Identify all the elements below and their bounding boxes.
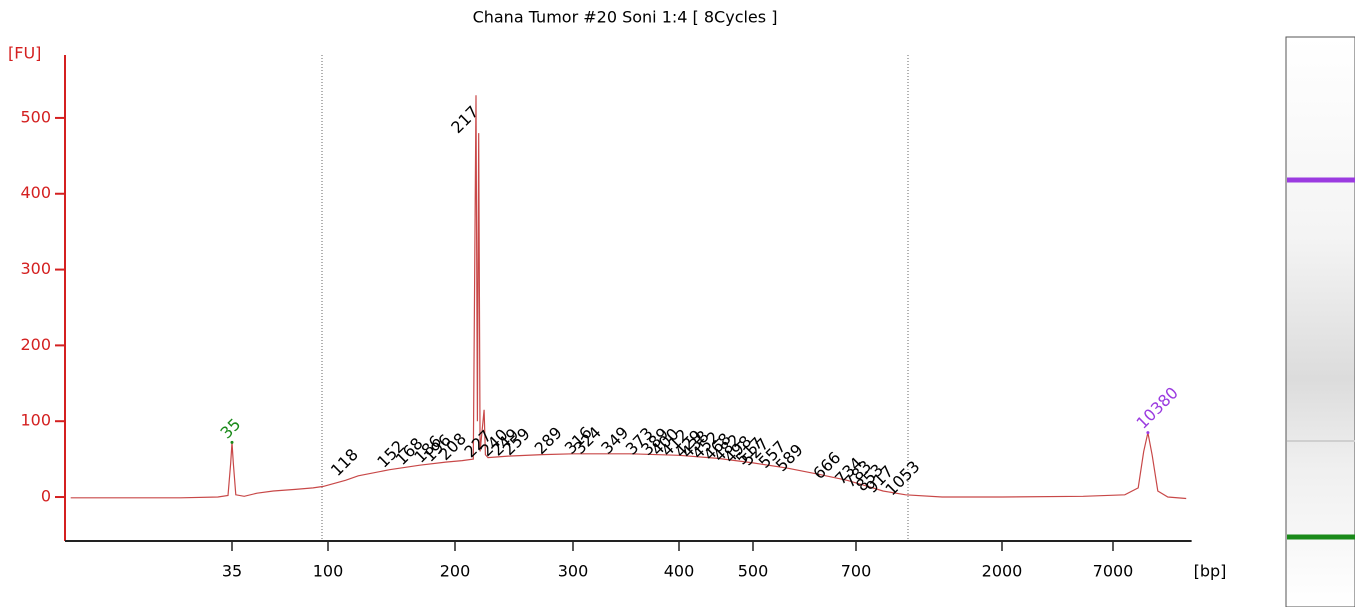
y-tick-label: 300 <box>20 259 51 278</box>
x-tick-label: 700 <box>841 562 872 581</box>
chart-title: Chana Tumor #20 Soni 1:4 [ 8Cycles ] <box>473 8 778 27</box>
x-tick-label: 100 <box>313 562 344 581</box>
y-tick-label: 500 <box>20 107 51 126</box>
gel-lane <box>1285 36 1355 607</box>
y-tick-label: 200 <box>20 335 51 354</box>
x-tick-label: 2000 <box>982 562 1023 581</box>
x-tick-label: 35 <box>222 562 242 581</box>
marker-label: 35 <box>217 415 245 443</box>
peak-label: 1053 <box>881 457 923 499</box>
x-tick-label: 200 <box>440 562 471 581</box>
marker-peak <box>1146 431 1150 435</box>
x-tick-label: 300 <box>558 562 589 581</box>
marker-label: 10380 <box>1132 383 1181 432</box>
x-axis-label: [bp] <box>1194 562 1227 581</box>
peak-label: 217 <box>447 102 482 137</box>
peak-label: 118 <box>327 445 362 480</box>
x-tick-label: 7000 <box>1093 562 1134 581</box>
trace <box>70 95 1187 500</box>
y-tick-label: 400 <box>20 183 51 202</box>
marker-peak <box>230 440 234 444</box>
peak-label: 289 <box>531 423 566 458</box>
y-tick-label: 100 <box>20 411 51 430</box>
x-tick-label: 400 <box>664 562 695 581</box>
y-axis-label: [FU] <box>8 44 41 63</box>
x-tick-label: 500 <box>738 562 769 581</box>
y-tick-label: 0 <box>41 487 51 506</box>
